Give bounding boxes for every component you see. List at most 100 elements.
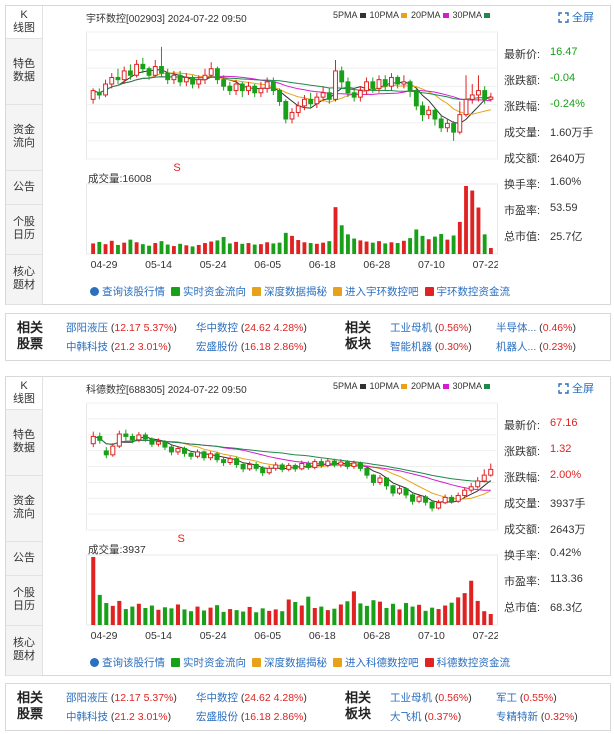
volume-bar [97, 241, 102, 254]
related-stock[interactable]: 中韩科技 (21.2 3.01%) [66, 341, 172, 353]
candle [396, 485, 403, 495]
side-tab-core-themes[interactable]: 核心 题材 [6, 254, 42, 305]
candle [462, 487, 468, 497]
volume-bar [338, 604, 343, 625]
quote-stat-value: 25.7亿 [550, 231, 583, 243]
related-sector[interactable]: 半导体... (0.46%) [496, 322, 576, 334]
side-tab-shareholders[interactable]: 个股 日历 [6, 204, 42, 255]
quote-stat-value: 1.60万手 [550, 127, 594, 139]
quick-link[interactable]: 进入科德数控吧 [333, 655, 419, 670]
volume-bar [202, 610, 207, 625]
quick-link[interactable]: 科德数控资金流 [424, 655, 510, 670]
side-tab-capital-flow[interactable]: 资金 流向 [6, 475, 42, 542]
side-tab-shareholders[interactable]: 个股 日历 [6, 575, 42, 626]
volume-bar [273, 609, 278, 625]
quick-link[interactable]: 深度数据揭秘 [252, 655, 327, 670]
candle [401, 75, 407, 89]
candle [227, 456, 233, 465]
side-tab-k-line[interactable]: K 线图 [6, 377, 42, 410]
volume-bar [240, 243, 245, 254]
volume-bar [159, 241, 164, 254]
volume-bar [314, 243, 319, 254]
kline-chart[interactable]: 80.9177.6374.3571.0767.7864.5061.2257.94… [86, 395, 498, 645]
related-sector[interactable]: 工业母机 (0.56%) [390, 692, 472, 704]
candle [152, 59, 158, 78]
related-stock[interactable]: 华中数控 (24.62 4.28%) [196, 692, 307, 704]
quick-links: 查询该股行情 实时资金流向 深度数据揭秘 进入宇环数控吧 宇环数控资金流 [90, 284, 510, 299]
side-tab-special-data[interactable]: 特色 数据 [6, 38, 42, 105]
side-tab-capital-flow[interactable]: 资金 流向 [6, 104, 42, 171]
date-tick-label: 04-29 [91, 259, 118, 271]
related-sector[interactable]: 工业母机 (0.56%) [390, 322, 472, 334]
volume-bar [122, 242, 127, 254]
related-stock[interactable]: 宏盛股份 (16.18 2.86%) [196, 341, 307, 353]
volume-bar [221, 611, 226, 625]
chart-side-tabs: K 线图 特色 数据 资金 流向 公告 个股 日历 核心 题材 [6, 6, 43, 305]
related-sector[interactable]: 军工 (0.55%) [496, 692, 557, 704]
candle [190, 75, 195, 89]
candle [214, 451, 220, 463]
quick-link[interactable]: 进入宇环数控吧 [333, 284, 419, 299]
ma-legend-item: 5PMA [333, 10, 366, 20]
volume-bar [389, 242, 394, 254]
related-sector-name: 智能机器 [390, 341, 432, 353]
side-tab-label: 资金 流向 [13, 495, 35, 520]
quick-link[interactable]: 查询该股行情 [90, 655, 165, 670]
volume-bar [136, 603, 141, 625]
side-tab-special-data[interactable]: 特色 数据 [6, 409, 42, 476]
quote-stat-label: 换手率: [504, 179, 541, 191]
quick-link[interactable]: 深度数据揭秘 [252, 284, 327, 299]
side-tab-core-themes[interactable]: 核心 题材 [6, 625, 42, 676]
dividend-marker[interactable]: S [173, 162, 180, 174]
fullscreen-label: 全屏 [572, 383, 594, 395]
related-stock[interactable]: 邵阳液压 (12.17 5.37%) [66, 322, 177, 334]
quick-link[interactable]: 实时资金流向 [171, 655, 246, 670]
related-stock-pct: 4.28% [273, 322, 304, 334]
related-sector[interactable]: 机器人... (0.23%) [496, 341, 576, 353]
quick-link[interactable]: 实时资金流向 [171, 284, 246, 299]
candle [116, 430, 122, 449]
candle [221, 75, 227, 91]
related-sector[interactable]: 智能机器 (0.30%) [390, 341, 472, 353]
candle [476, 75, 481, 102]
dividend-marker[interactable]: S [178, 533, 185, 545]
ma-legend-item: 20PMA [411, 381, 449, 391]
candle [142, 432, 148, 442]
volume-bar [308, 243, 313, 254]
side-tab-k-line[interactable]: K 线图 [6, 6, 42, 39]
volume-bar [327, 241, 332, 254]
forum-icon [333, 287, 342, 296]
related-stock-pct: 2.86% [273, 711, 304, 723]
quote-stat-label: 涨跌额: [504, 446, 541, 458]
related-stock[interactable]: 华中数控 (24.62 4.28%) [196, 322, 307, 334]
related-sector[interactable]: 专精特新 (0.32%) [496, 711, 578, 723]
candle [159, 46, 164, 78]
quote-stat-value: -0.04 [550, 72, 576, 84]
candle [175, 446, 181, 455]
related-sector[interactable]: 大飞机 (0.37%) [390, 711, 462, 723]
candle [426, 105, 432, 119]
quick-link[interactable]: 宇环数控资金流 [424, 284, 510, 299]
quote-stat-value: 0.42% [550, 547, 582, 559]
related-stock[interactable]: 宏盛股份 (16.18 2.86%) [196, 711, 307, 723]
kline-chart[interactable]: 19.5818.1317.4016.6715.9515.2214.5013.77… [86, 24, 498, 274]
candle [110, 443, 116, 457]
volume-bar [377, 601, 382, 625]
related-sector-pct: 0.23% [542, 341, 573, 353]
volume-bar [195, 606, 200, 625]
volume-bar [143, 608, 148, 625]
related-stock[interactable]: 中韩科技 (21.2 3.01%) [66, 711, 172, 723]
volume-bar [283, 232, 288, 254]
side-tab-announcement[interactable]: 公告 [6, 541, 42, 576]
quick-link[interactable]: 查询该股行情 [90, 284, 165, 299]
fullscreen-button[interactable]: 全屏 [558, 9, 594, 25]
fullscreen-button[interactable]: 全屏 [558, 380, 594, 396]
candle [264, 77, 270, 93]
side-tab-announcement[interactable]: 公告 [6, 170, 42, 205]
related-sector-pct: 0.30% [438, 341, 469, 353]
volume-bar [333, 207, 338, 254]
related-stock[interactable]: 邵阳液压 (12.17 5.37%) [66, 692, 177, 704]
related-stock-price: 16.18 [244, 341, 271, 353]
side-tab-label: K 线图 [13, 380, 35, 405]
date-tick-label: 07-10 [418, 630, 445, 642]
